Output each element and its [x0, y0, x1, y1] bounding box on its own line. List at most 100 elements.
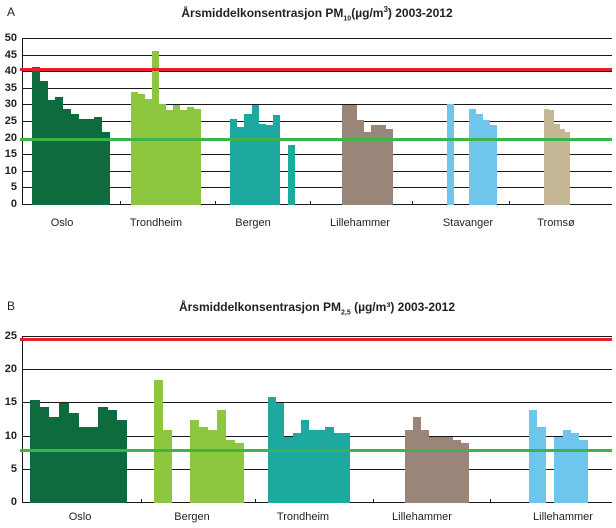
bar-lillehammer [342, 105, 349, 205]
bar-bergen [259, 124, 266, 205]
bar-trondheim [301, 420, 309, 503]
bar-lillehammer [364, 132, 371, 205]
y-tick-label: 0 [10, 496, 17, 508]
bar-oslo [69, 413, 79, 503]
bar-bergen [190, 420, 199, 503]
bar-lillehammer [579, 440, 588, 503]
bar-oslo [63, 109, 71, 205]
bar-oslo [98, 407, 108, 503]
y-tick-label: 5 [10, 463, 17, 475]
gridline [22, 171, 612, 172]
x-tick [120, 201, 121, 205]
bar-oslo [87, 119, 94, 205]
bar-lillehammer [571, 433, 579, 503]
bar-lillehammer [461, 443, 469, 503]
green-target-line [20, 138, 612, 141]
bar-bergen [244, 114, 252, 205]
bar-oslo [94, 117, 102, 205]
x-group-label: Bergen [235, 217, 271, 229]
bar-tromsø [554, 124, 560, 205]
x-group-label: Oslo [50, 217, 74, 229]
title-subscript: 10 [343, 15, 352, 23]
gridline [22, 104, 612, 105]
x-group-label: Tromsø [537, 217, 575, 229]
bar-lillehammer [357, 120, 364, 205]
y-tick-label: 35 [4, 82, 17, 94]
y-tick-label: 10 [4, 165, 17, 177]
bar-oslo [49, 417, 59, 503]
red-limit-line [20, 68, 612, 71]
gridline [22, 154, 612, 155]
bar-stavanger [483, 120, 490, 205]
gridline [22, 55, 612, 56]
y-tick-label: 20 [4, 363, 17, 375]
x-group-label: Stavanger [442, 217, 494, 229]
bar-bergen [237, 127, 244, 205]
x-tick [412, 201, 413, 205]
title-subscript: 2,5 [341, 309, 351, 317]
bar-lillehammer [349, 105, 357, 205]
bar-bergen [217, 410, 226, 503]
bar-trondheim [187, 107, 194, 205]
bar-stavanger [476, 114, 483, 205]
bar-trondheim [166, 110, 173, 205]
bar-lillehammer [371, 125, 379, 205]
x-group-label: Trondheim [276, 511, 330, 523]
chart-title-pm10: Årsmiddelkonsentrasjon PM10(µg/m3) 2003-… [22, 5, 612, 22]
y-tick-label: 40 [4, 65, 17, 77]
x-group-label: Lillehammer [392, 511, 452, 523]
x-group-label: Bergen [174, 511, 210, 523]
bar-bergen [230, 119, 237, 205]
bar-tromsø [565, 132, 570, 205]
bar-trondheim [159, 104, 166, 205]
bar-oslo [79, 427, 88, 503]
bar-stavanger [469, 109, 476, 205]
x-tick [373, 499, 374, 503]
bar-bergen [235, 443, 244, 503]
bar-oslo [88, 427, 98, 503]
y-tick-label: 0 [10, 198, 17, 210]
x-tick [141, 499, 142, 503]
bar-bergen [226, 440, 235, 503]
bar-bergen [163, 430, 172, 503]
y-tick-label: 30 [4, 98, 17, 110]
green-target-line [20, 449, 612, 452]
bar-lillehammer [537, 427, 546, 503]
gridline [22, 71, 612, 72]
bar-oslo [102, 132, 110, 205]
bar-lillehammer [437, 437, 445, 503]
title-mid: (µg/m [351, 6, 384, 20]
bar-trondheim [293, 433, 301, 503]
bar-oslo [48, 100, 55, 205]
x-tick [509, 201, 510, 205]
bar-lillehammer [379, 125, 386, 205]
bar-trondheim [180, 110, 187, 205]
y-tick-label: 25 [4, 330, 17, 342]
y-axis-line [22, 39, 23, 205]
bar-bergen [273, 115, 280, 205]
gridline [22, 187, 612, 188]
x-group-label: Trondheim [129, 217, 183, 229]
bar-bergen [208, 430, 217, 503]
bar-lillehammer [445, 437, 453, 503]
bar-trondheim [276, 403, 284, 503]
bar-trondheim [138, 94, 145, 205]
y-tick-label: 10 [4, 430, 17, 442]
red-limit-line [20, 338, 612, 341]
gridline [22, 38, 612, 39]
title-superscript: 3 [383, 5, 388, 14]
gridline [22, 88, 612, 89]
gridline [22, 402, 612, 403]
bar-stavanger [490, 125, 497, 205]
bar-lillehammer [413, 417, 421, 503]
bar-bergen [154, 380, 163, 503]
bar-trondheim [194, 109, 201, 205]
title-prefix: Årsmiddelkonsentrasjon PM [178, 300, 341, 314]
bar-oslo [40, 81, 48, 205]
y-tick-label: 20 [4, 132, 17, 144]
title-suffix: ) 2003-2012 [390, 300, 456, 314]
y-tick-label: 15 [4, 396, 17, 408]
bar-oslo [71, 114, 79, 205]
